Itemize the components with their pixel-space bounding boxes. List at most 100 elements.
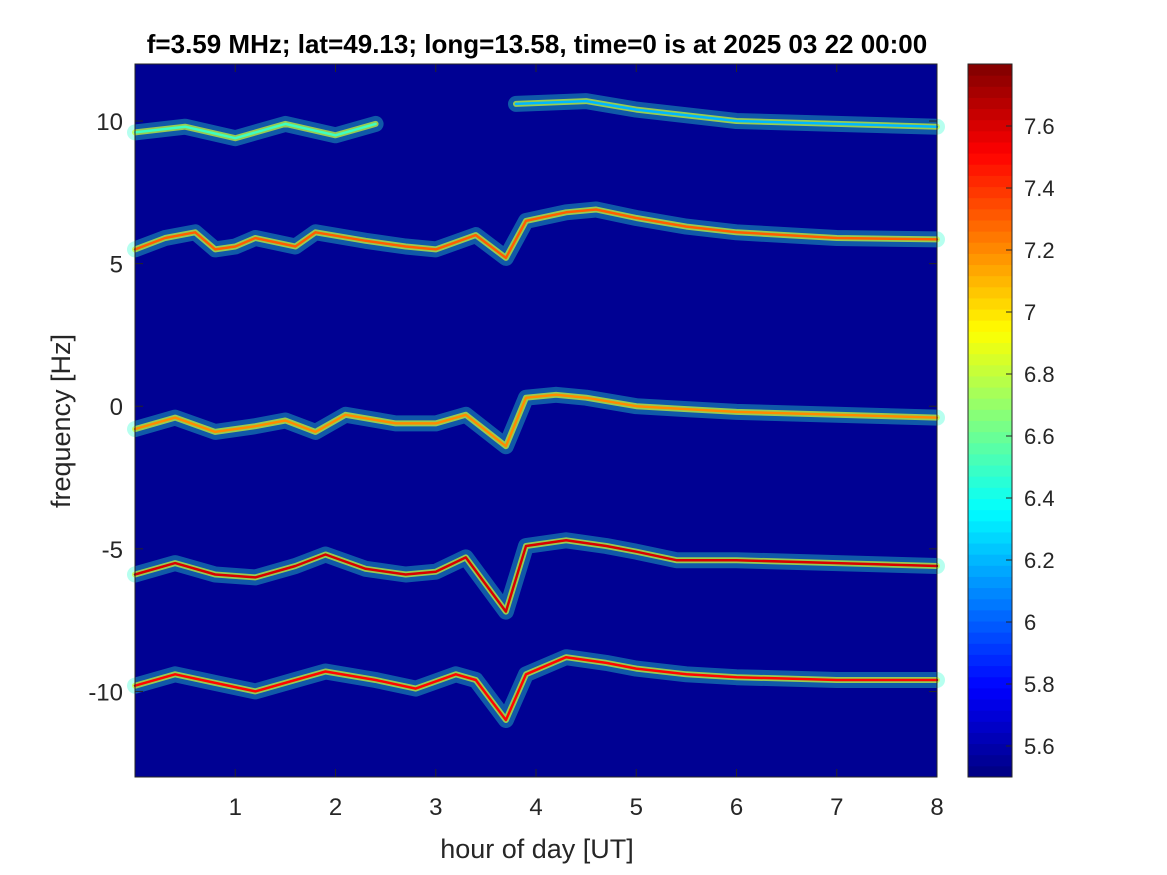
colorbar-band bbox=[968, 531, 1012, 544]
colorbar-band bbox=[968, 119, 1012, 132]
x-tick-label: 8 bbox=[930, 794, 943, 821]
colorbar-band bbox=[968, 565, 1012, 577]
colorbar-gradient bbox=[968, 64, 1012, 778]
colorbar-band bbox=[968, 164, 1012, 176]
x-tick-label: 5 bbox=[630, 794, 643, 821]
colorbar-band bbox=[968, 297, 1012, 310]
colorbar-band bbox=[968, 676, 1012, 689]
ridge-line bbox=[514, 99, 939, 128]
colorbar-tick-label: 6.4 bbox=[1024, 486, 1055, 511]
y-tick-label: 5 bbox=[110, 252, 123, 279]
x-axis-label: hour of day [UT] bbox=[440, 834, 634, 864]
colorbar-band bbox=[968, 130, 1012, 143]
colorbar-band bbox=[968, 398, 1012, 410]
colorbar-band bbox=[968, 375, 1012, 388]
y-tick-label: 0 bbox=[110, 394, 123, 421]
colorbar-band bbox=[968, 387, 1012, 399]
colorbar-band bbox=[968, 643, 1012, 655]
colorbar-band bbox=[968, 64, 1012, 76]
ridge-line bbox=[133, 655, 939, 722]
colorbar-band bbox=[968, 576, 1012, 589]
colorbar-band bbox=[968, 465, 1012, 477]
x-tick-label: 7 bbox=[830, 794, 843, 821]
colorbar-tick-label: 6 bbox=[1024, 610, 1036, 635]
colorbar-band bbox=[968, 409, 1012, 421]
colorbar-band bbox=[968, 197, 1012, 210]
colorbar-tick-label: 7.2 bbox=[1024, 238, 1055, 263]
x-tick-label: 6 bbox=[730, 794, 743, 821]
colorbar-band bbox=[968, 598, 1012, 611]
colorbar-band bbox=[968, 108, 1012, 121]
ridge-layer bbox=[127, 64, 945, 777]
colorbar-band bbox=[968, 275, 1012, 288]
colorbar-band bbox=[968, 509, 1012, 522]
colorbar-band bbox=[968, 687, 1012, 700]
colorbar-frame bbox=[967, 63, 1013, 778]
colorbar-band bbox=[968, 75, 1012, 87]
colorbar-tick-label: 6.2 bbox=[1024, 548, 1055, 573]
colorbar-band bbox=[968, 253, 1012, 266]
colorbar-band bbox=[968, 554, 1012, 566]
y-tick-label: -10 bbox=[88, 679, 123, 706]
plot-area bbox=[127, 63, 945, 778]
noise-floor bbox=[135, 64, 937, 777]
x-tick-label: 3 bbox=[429, 794, 442, 821]
x-tick-label: 2 bbox=[329, 794, 342, 821]
colorbar-band bbox=[968, 264, 1012, 277]
colorbar-band bbox=[968, 309, 1012, 321]
colorbar-band bbox=[968, 231, 1012, 243]
colorbar-band bbox=[968, 710, 1012, 722]
ridge-line bbox=[133, 539, 939, 613]
colorbar-tick-label: 5.6 bbox=[1024, 734, 1055, 759]
y-axis: 10 5 0 -5 -10 bbox=[88, 109, 937, 706]
colorbar-band bbox=[968, 621, 1012, 633]
colorbar-band bbox=[968, 286, 1012, 299]
colorbar-band bbox=[968, 186, 1012, 199]
x-axis: 1 2 3 4 5 6 7 8 bbox=[229, 64, 944, 821]
colorbar-band bbox=[968, 699, 1012, 711]
colorbar-band bbox=[968, 431, 1012, 444]
x-tick-label: 1 bbox=[229, 794, 242, 821]
colorbar-band bbox=[968, 353, 1012, 366]
colorbar-band bbox=[968, 442, 1012, 455]
colorbar-band bbox=[968, 453, 1012, 466]
colorbar-band bbox=[968, 420, 1012, 433]
colorbar-band bbox=[968, 487, 1012, 499]
colorbar-tick-label: 6.8 bbox=[1024, 362, 1055, 387]
colorbar-band bbox=[968, 587, 1012, 600]
colorbar: 7.6 7.4 7.2 7 6.8 6.6 6.4 6.2 6 5.8 5.6 bbox=[967, 63, 1055, 778]
colorbar-band bbox=[968, 543, 1012, 555]
colorbar-band bbox=[968, 654, 1012, 667]
y-tick-label: 10 bbox=[96, 109, 123, 136]
colorbar-band bbox=[968, 743, 1012, 756]
y-axis-label: frequency [Hz] bbox=[46, 334, 76, 508]
colorbar-band bbox=[968, 86, 1012, 98]
colorbar-band bbox=[968, 219, 1012, 232]
colorbar-tick-label: 7 bbox=[1024, 300, 1036, 325]
colorbar-tick-label: 7.4 bbox=[1024, 176, 1055, 201]
colorbar-band bbox=[968, 754, 1012, 767]
colorbar-tick-label: 7.6 bbox=[1024, 114, 1055, 139]
colorbar-band bbox=[968, 609, 1012, 622]
colorbar-band bbox=[968, 721, 1012, 733]
colorbar-band bbox=[968, 520, 1012, 533]
colorbar-band bbox=[968, 364, 1012, 377]
colorbar-band bbox=[968, 476, 1012, 488]
colorbar-band bbox=[968, 175, 1012, 188]
colorbar-band bbox=[968, 153, 1012, 165]
colorbar-band bbox=[968, 97, 1012, 110]
ridge-line bbox=[133, 393, 939, 448]
colorbar-band bbox=[968, 320, 1012, 332]
colorbar-axis: 7.6 7.4 7.2 7 6.8 6.6 6.4 6.2 6 5.8 5.6 bbox=[1006, 114, 1055, 759]
colorbar-tick-label: 5.8 bbox=[1024, 672, 1055, 697]
y-tick-label: -5 bbox=[102, 537, 123, 564]
colorbar-band bbox=[968, 498, 1012, 511]
colorbar-band bbox=[968, 665, 1012, 678]
colorbar-band bbox=[968, 732, 1012, 745]
chart-title: f=3.59 MHz; lat=49.13; long=13.58, time=… bbox=[147, 29, 927, 59]
colorbar-band bbox=[968, 331, 1012, 344]
colorbar-tick-label: 6.6 bbox=[1024, 424, 1055, 449]
colorbar-band bbox=[968, 342, 1012, 355]
colorbar-band bbox=[968, 242, 1012, 254]
